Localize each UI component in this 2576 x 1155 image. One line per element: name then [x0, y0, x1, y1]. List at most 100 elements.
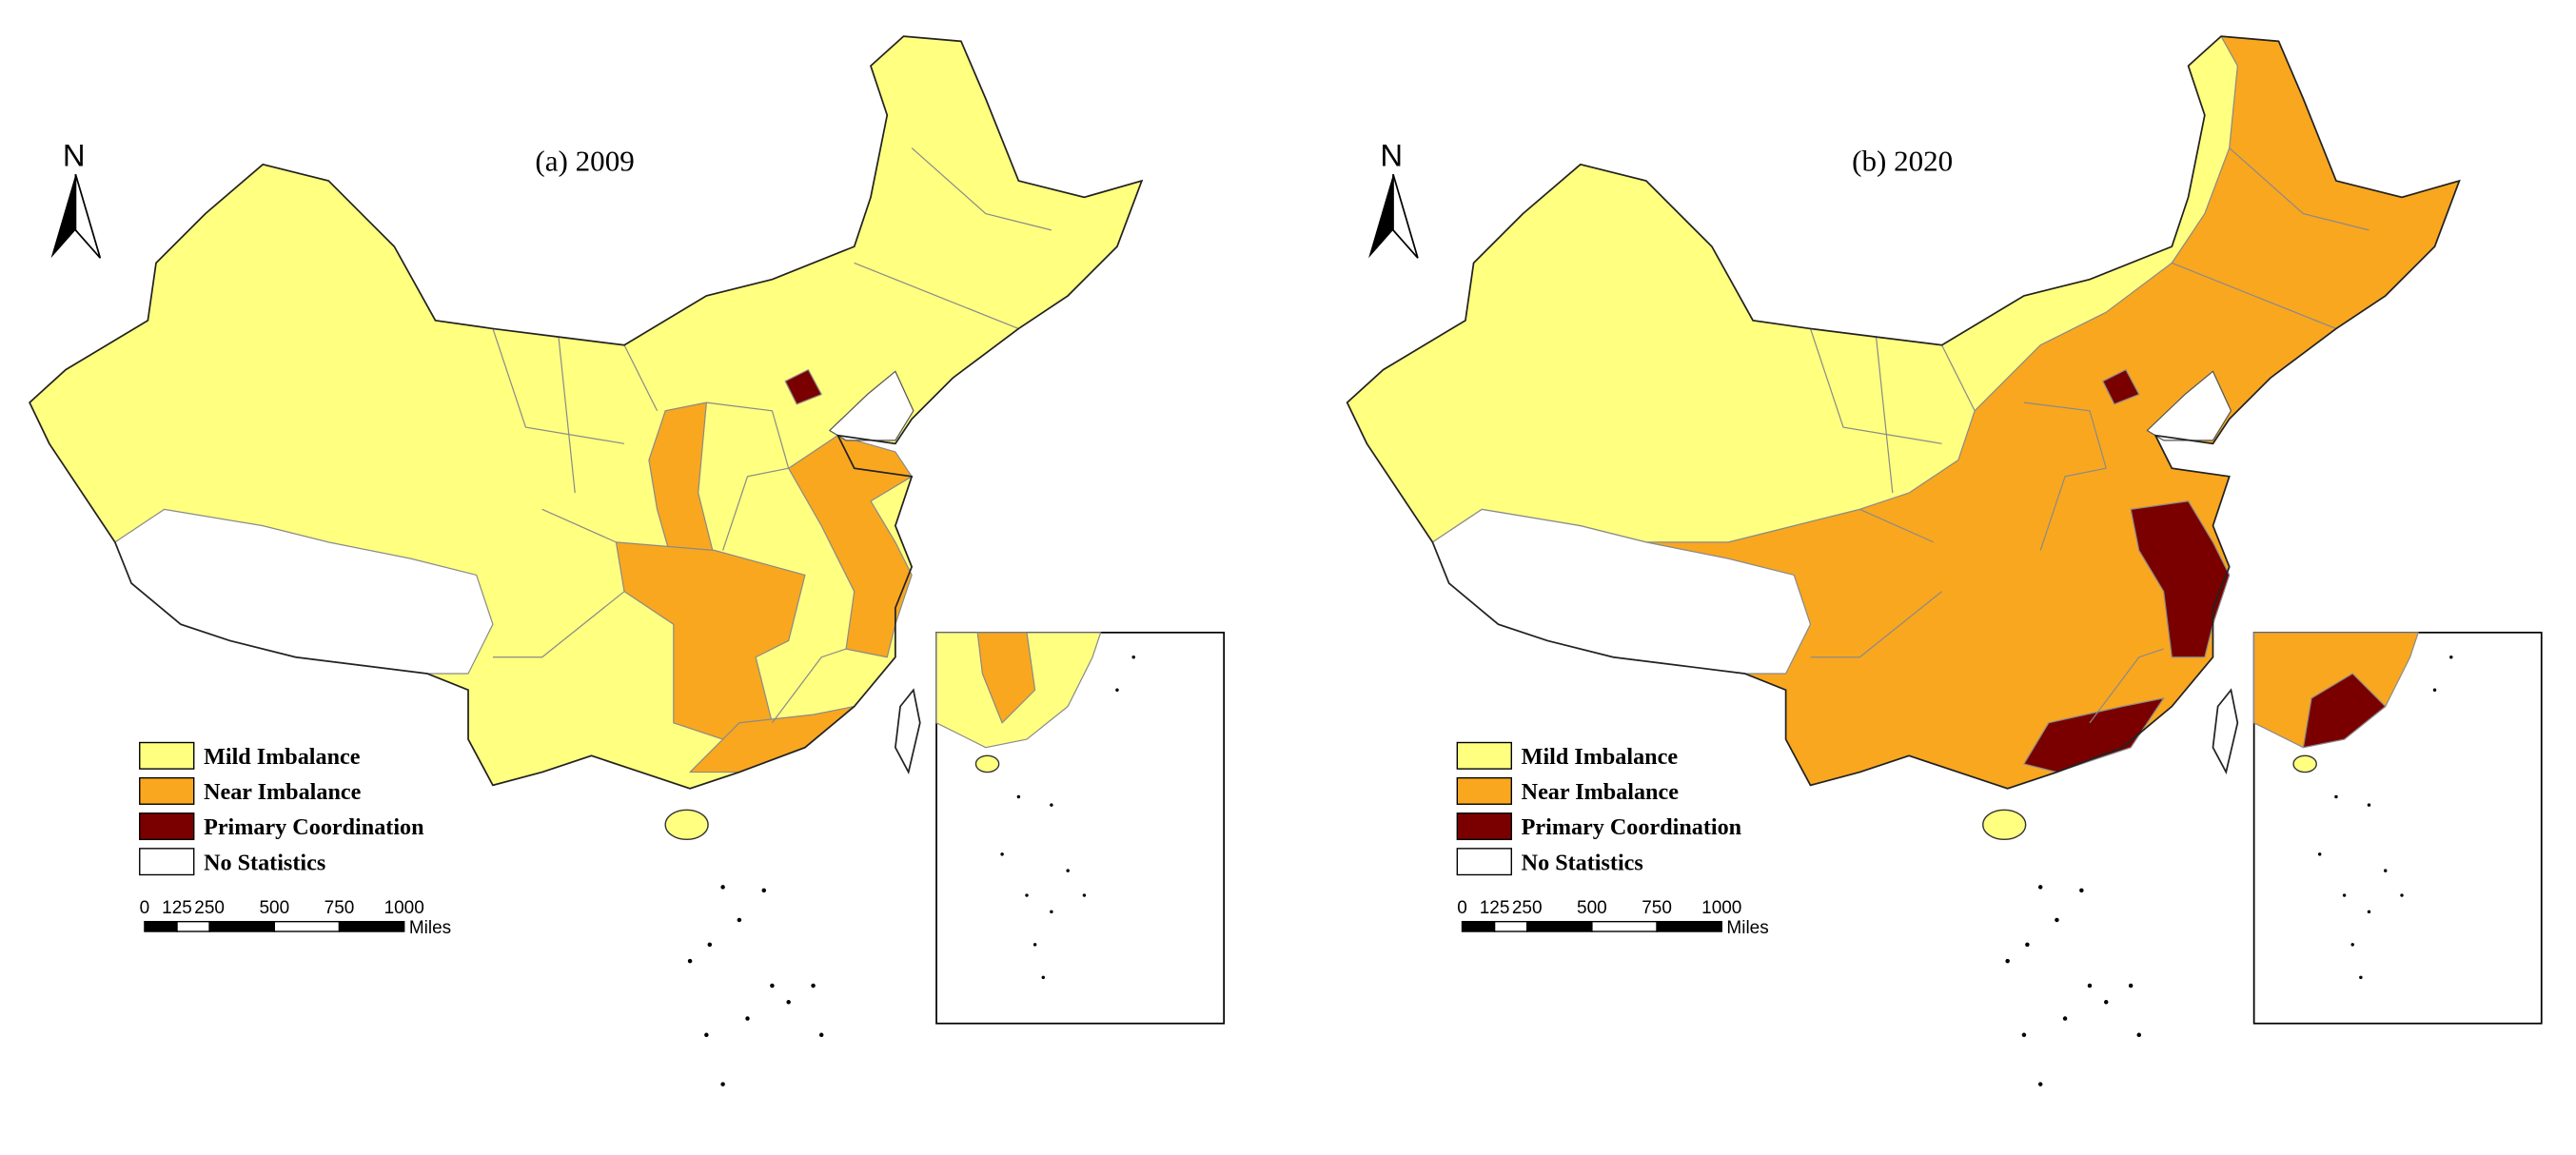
legend-label: Mild Imbalance [204, 744, 361, 770]
province-border [911, 147, 1052, 231]
sea [828, 370, 914, 441]
coastline [1346, 35, 2461, 790]
legend-swatch [1456, 812, 1512, 841]
island [2104, 1000, 2109, 1005]
inset-island [1025, 893, 1029, 897]
inset-island [1066, 869, 1070, 872]
inset-island [2334, 794, 2338, 799]
sea [2146, 370, 2232, 441]
inset-island [2367, 910, 2371, 914]
north-label: N [63, 138, 86, 173]
province-region [784, 369, 822, 405]
scale-segment [338, 920, 405, 932]
map-title: (b) 2020 [1852, 145, 1953, 178]
legend-label: Near Imbalance [1522, 779, 1680, 805]
province-border [771, 648, 847, 724]
province-border [706, 401, 790, 469]
scale-segment [144, 920, 178, 932]
island [2005, 958, 2010, 964]
province-border [1810, 591, 1942, 658]
north-arrow [50, 174, 76, 259]
scale-label: 125 [1480, 898, 1510, 918]
inset-island [2342, 893, 2347, 897]
inset-island [1082, 893, 1087, 897]
province-border [854, 262, 1019, 330]
inset-island [1050, 910, 1053, 914]
inset-island [1131, 656, 1135, 659]
north-arrow-half [74, 173, 102, 259]
scale-segment [208, 920, 275, 932]
scale-label: 250 [194, 898, 225, 918]
province-border [623, 344, 659, 412]
north-arrow [1368, 174, 1393, 259]
island [761, 888, 767, 893]
island [707, 942, 713, 948]
hainan [664, 809, 709, 841]
island [2037, 1082, 2043, 1086]
legend-swatch [139, 812, 195, 841]
island [720, 885, 725, 890]
inset-island [1050, 803, 1053, 807]
province-border [1941, 344, 1976, 412]
legend-swatch [139, 848, 195, 876]
scale-label: 500 [259, 898, 289, 918]
scale-label: 125 [162, 898, 192, 918]
island [687, 958, 693, 964]
province-border [1809, 328, 1942, 444]
legend-label: No Statistics [1522, 850, 1643, 875]
province-region [2130, 500, 2231, 658]
scale-segment [1526, 920, 1593, 932]
scale-label: 250 [1512, 898, 1543, 918]
legend-swatch [1456, 848, 1512, 876]
coastline [29, 35, 1144, 790]
province-border [2023, 401, 2107, 469]
north-label: N [1380, 138, 1403, 173]
province-border [1875, 337, 1894, 494]
map-panel: (a) 2009 N Mild Imbalance Near Imbalance Pri… [29, 35, 1226, 1086]
inset-hainan [974, 754, 1000, 773]
legend-label: Primary Coordination [204, 814, 424, 840]
inset-region [2302, 673, 2387, 749]
province-border [558, 337, 576, 494]
island [2055, 917, 2059, 923]
island [2128, 983, 2134, 989]
north-arrow-half [1392, 173, 1419, 259]
legend-swatch [1456, 776, 1512, 805]
hainan [1982, 809, 2027, 841]
scale-segment [176, 920, 210, 932]
scale-label: 0 [1457, 898, 1467, 918]
inset-hainan [2292, 754, 2317, 773]
scale-segment [1461, 920, 1496, 932]
island [704, 1032, 709, 1038]
island [2079, 888, 2084, 893]
scale-label: 750 [1642, 898, 1672, 918]
taiwan [2212, 688, 2239, 775]
scale-label: 750 [324, 898, 355, 918]
island [2025, 942, 2030, 948]
scale-unit: Miles [409, 918, 451, 938]
province-border [492, 328, 625, 444]
inset-island [1016, 794, 1021, 799]
inset-island [2432, 688, 2437, 692]
province-border [722, 467, 789, 551]
island [818, 1032, 824, 1038]
province-region [2102, 369, 2140, 405]
legend-swatch [139, 776, 195, 805]
taiwan [895, 688, 921, 775]
island [745, 1016, 750, 1021]
province-border [2229, 147, 2370, 231]
scale-label: 1000 [384, 898, 424, 918]
scale-segment [273, 920, 341, 932]
province-border [2089, 648, 2164, 724]
province-region [788, 435, 913, 658]
island [2062, 1016, 2068, 1021]
inset-island [1115, 688, 1119, 692]
province-border [492, 591, 625, 658]
legend-label: Near Imbalance [204, 779, 362, 805]
island [2136, 1032, 2142, 1038]
inset-island [1000, 852, 1004, 856]
inset-island [2367, 803, 2371, 807]
scale-unit: Miles [1726, 918, 1768, 938]
